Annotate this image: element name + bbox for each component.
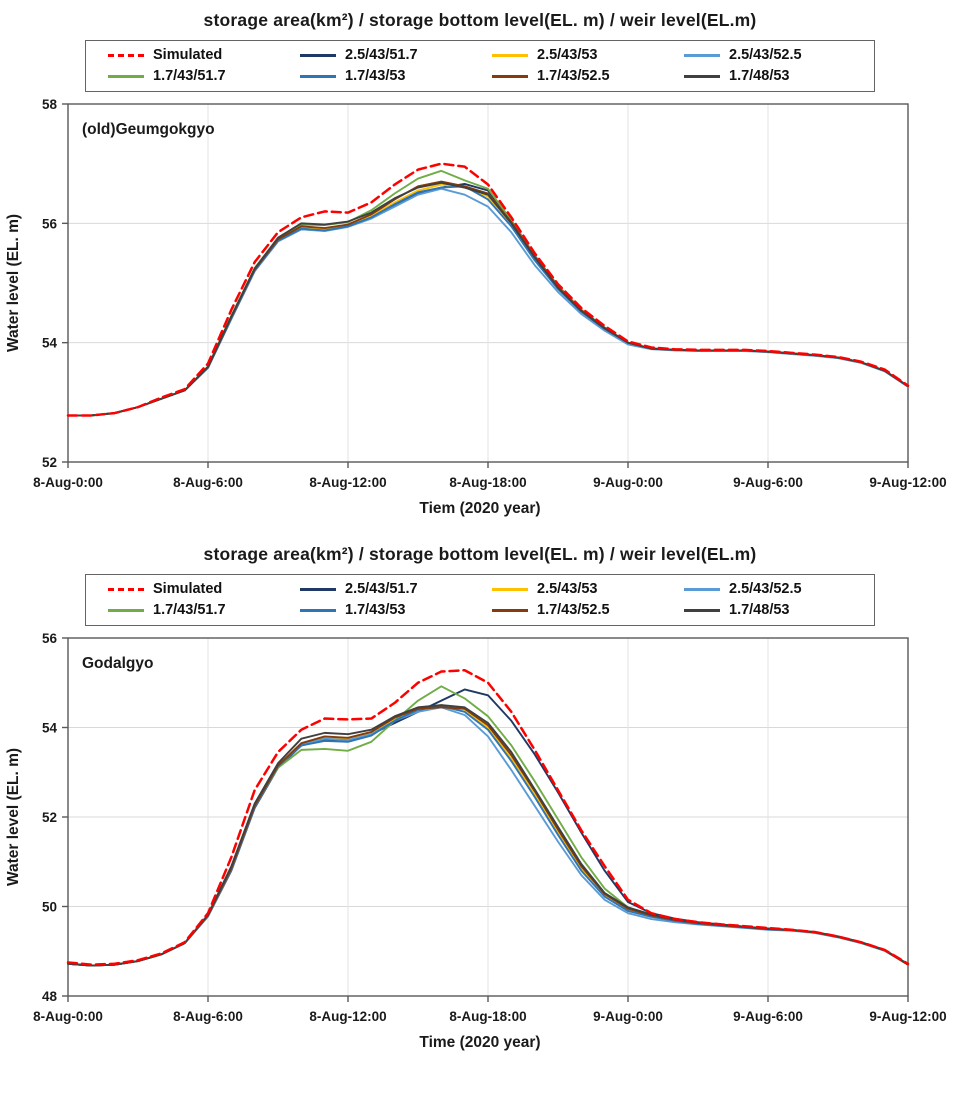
legend-line-sample [684,608,720,612]
legend-item: 1.7/43/51.7 [96,68,288,84]
legend-label: 1.7/48/53 [729,602,790,618]
y-tick-label: 50 [42,900,57,915]
legend: Simulated 2.5/43/51.7 2.5/43/53 2.5/43/52.5… [85,40,875,92]
x-tick-label: 9-Aug-0:00 [593,1009,663,1024]
chart-block-geumgokgyo: storage area(km²) / storage bottom level… [0,0,960,518]
series-line-Simulated [66,668,910,966]
legend-item: 1.7/43/53 [288,68,480,84]
legend-line-sample [684,53,720,57]
legend-line-sample [108,74,144,78]
legend-line-sample [684,587,720,591]
x-tick-label: 8-Aug-0:00 [33,475,103,490]
legend-label: Simulated [153,47,223,63]
station-label: (old)Geumgokgyo [82,121,215,138]
chart-block-godalgyo: storage area(km²) / storage bottom level… [0,534,960,1052]
legend-line-sample [492,608,528,612]
x-tick-label: 8-Aug-6:00 [173,475,243,490]
x-tick-label: 9-Aug-12:00 [869,475,946,490]
legend-line-sample [492,53,528,57]
x-tick-label: 9-Aug-6:00 [733,475,803,490]
legend-label: 1.7/48/53 [729,68,790,84]
legend-label: 1.7/43/52.5 [537,602,610,618]
x-axis-title: Tiem (2020 year) [419,500,541,517]
legend-line-sample [300,74,336,78]
station-label: Godalgyo [82,655,153,672]
legend-line-sample [108,608,144,612]
legend-label: 2.5/43/51.7 [345,47,418,63]
x-tick-label: 8-Aug-12:00 [309,1009,386,1024]
y-tick-label: 52 [42,455,57,470]
legend-line-sample [300,587,336,591]
series-line-Simulated [66,162,910,417]
legend-line-sample [492,587,528,591]
legend-item: 1.7/43/51.7 [96,602,288,618]
x-tick-label: 8-Aug-6:00 [173,1009,243,1024]
legend-label: 2.5/43/53 [537,47,598,63]
series-line-1.7/48/53 [67,181,909,417]
legend-label: 1.7/43/53 [345,68,406,84]
x-tick-label: 9-Aug-6:00 [733,1009,803,1024]
y-axis-title: Water level (EL. m) [5,214,22,352]
legend-item: 1.7/48/53 [672,602,864,618]
y-tick-label: 48 [42,989,58,1004]
y-tick-label: 56 [42,216,58,231]
legend-label: 2.5/43/51.7 [345,581,418,597]
legend-line-sample [108,587,144,591]
legend-item: 2.5/43/52.5 [672,47,864,63]
y-tick-label: 54 [42,721,58,736]
legend-item: 2.5/43/51.7 [288,47,480,63]
legend-label: 1.7/43/53 [345,602,406,618]
x-tick-label: 8-Aug-18:00 [449,475,526,490]
legend-label: 1.7/43/51.7 [153,602,226,618]
legend-item: 1.7/43/52.5 [480,602,672,618]
plot-godalgyo: 48 50 52 54 56 8-Aug-0:00 8-Aug-6:00 8-Aug-12:0… [5,631,947,1024]
legend-label: 2.5/43/52.5 [729,581,802,597]
legend-line-sample [108,53,144,57]
x-tick-label: 9-Aug-0:00 [593,475,663,490]
chart-title: storage area(km²) / storage bottom level… [203,10,757,30]
legend-label: 1.7/43/51.7 [153,68,226,84]
legend-item: 1.7/43/53 [288,602,480,618]
y-axis-title: Water level (EL. m) [5,748,22,886]
legend-item: 2.5/43/53 [480,581,672,597]
legend-label: Simulated [153,581,223,597]
legend-item: Simulated [96,581,288,597]
legend: Simulated 2.5/43/51.7 2.5/43/53 2.5/43/52.5… [85,574,875,626]
legend-line-sample [300,608,336,612]
x-tick-label: 8-Aug-18:00 [449,1009,526,1024]
x-tick-label: 8-Aug-12:00 [309,475,386,490]
legend-line-sample [492,74,528,78]
plot-geumgokgyo: 52 54 56 58 8-Aug-0:00 8-Aug-6:00 8-Aug-12:00 8… [5,97,947,490]
legend-line-sample [684,74,720,78]
x-axis-title: Time (2020 year) [419,1034,541,1051]
x-tick-label: 8-Aug-0:00 [33,1009,103,1024]
y-tick-label: 54 [42,336,58,351]
y-tick-label: 56 [42,631,58,646]
y-tick-label: 52 [42,810,57,825]
legend-line-sample [300,53,336,57]
legend-label: 2.5/43/52.5 [729,47,802,63]
legend-item: Simulated [96,47,288,63]
legend-item: 1.7/48/53 [672,68,864,84]
legend-label: 1.7/43/52.5 [537,68,610,84]
legend-item: 2.5/43/51.7 [288,581,480,597]
chart-title: storage area(km²) / storage bottom level… [203,544,757,564]
y-tick-label: 58 [42,97,58,112]
legend-item: 1.7/43/52.5 [480,68,672,84]
x-tick-label: 9-Aug-12:00 [869,1009,946,1024]
legend-item: 2.5/43/52.5 [672,581,864,597]
legend-label: 2.5/43/53 [537,581,598,597]
legend-item: 2.5/43/53 [480,47,672,63]
